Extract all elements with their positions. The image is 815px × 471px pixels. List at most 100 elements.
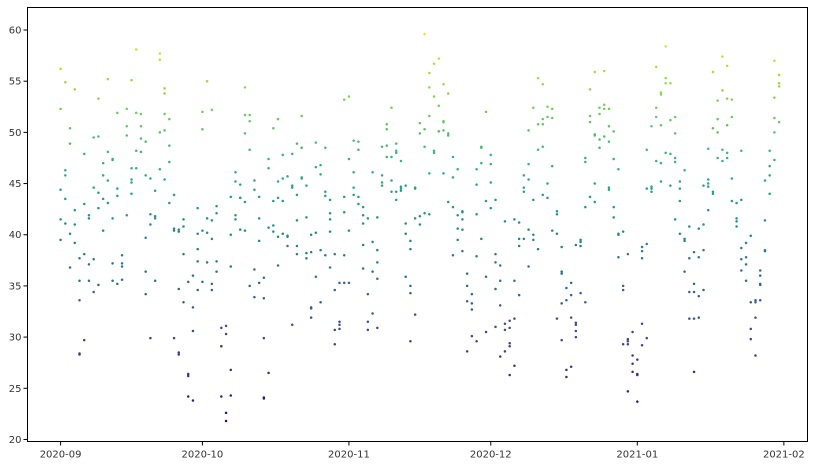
data-point [730,177,734,180]
data-point [399,189,403,192]
data-point [87,263,91,266]
data-point [721,55,724,58]
data-point [328,266,332,269]
data-point [338,320,341,323]
data-point [130,166,133,170]
data-point [437,130,441,133]
data-point [324,253,327,257]
data-point [182,301,185,304]
data-point [484,275,488,278]
data-point [725,64,729,68]
y-tick-label: 50 [9,128,22,139]
data-point [532,233,535,236]
data-point [205,261,209,264]
data-point [385,155,389,159]
data-point [409,339,412,343]
data-point [342,195,346,199]
data-point [612,205,615,209]
data-point [238,196,242,200]
data-point [191,329,195,333]
data-point [243,132,247,135]
data-point [404,275,407,278]
data-point [683,169,686,172]
data-point [688,317,691,320]
data-point [692,250,696,254]
data-point [744,279,748,283]
data-point [366,320,370,323]
data-point [342,253,346,257]
data-point [465,284,469,288]
data-point [172,229,176,232]
data-point [683,237,686,241]
data-point [546,105,549,109]
data-point [541,83,545,86]
data-point [390,106,393,110]
data-point [527,178,530,181]
data-point [763,219,767,222]
data-point [465,300,469,303]
data-point [196,206,199,210]
data-point [243,229,247,232]
plot-area [27,7,808,442]
data-point [579,291,582,295]
data-point [130,178,133,181]
data-point [579,244,582,248]
data-point [229,394,233,397]
data-point [309,233,313,236]
data-point [498,279,502,283]
data-point [101,161,105,165]
data-point [673,160,677,164]
data-point [201,280,204,284]
data-point [659,161,663,165]
data-point [721,89,724,92]
x-tick-label: 2020-12 [470,450,512,461]
data-point [201,110,204,114]
x-tick-label: 2020-11 [328,450,370,461]
data-point [569,365,573,369]
data-point [205,231,209,234]
data-point [394,149,398,153]
data-point [366,328,370,332]
data-point [569,316,573,319]
data-point [305,257,308,260]
data-point [409,291,412,295]
data-point [423,145,426,148]
data-point [631,362,634,365]
data-point [631,370,634,374]
data-point [134,111,138,115]
data-point [357,195,360,199]
data-point [465,350,469,353]
data-point [106,150,110,154]
data-point [451,176,455,179]
data-point [168,160,171,164]
data-point [494,198,497,202]
data-point [172,227,176,230]
data-point [106,179,110,182]
data-point [177,228,181,231]
data-point [574,323,578,327]
data-point [706,208,710,212]
data-point [380,145,384,148]
data-point [139,137,143,140]
data-point [669,82,672,85]
data-point [394,142,398,145]
data-point [276,264,280,267]
data-point [324,194,327,198]
data-point [272,127,275,130]
data-point [243,113,247,117]
data-point [59,107,62,111]
data-point [659,93,663,96]
data-point [68,232,72,235]
data-point [489,153,493,157]
data-point [120,265,124,268]
data-point [626,343,630,346]
data-point [238,183,242,186]
x-axis: 2020-09 2020-10 2020-11 2020-12 2021-01 2021-… [40,441,805,461]
data-point [423,32,426,36]
data-point [584,205,587,209]
data-point [281,153,285,157]
data-point [111,262,114,265]
data-point [565,299,568,302]
data-point [442,129,445,132]
data-point [324,190,327,193]
